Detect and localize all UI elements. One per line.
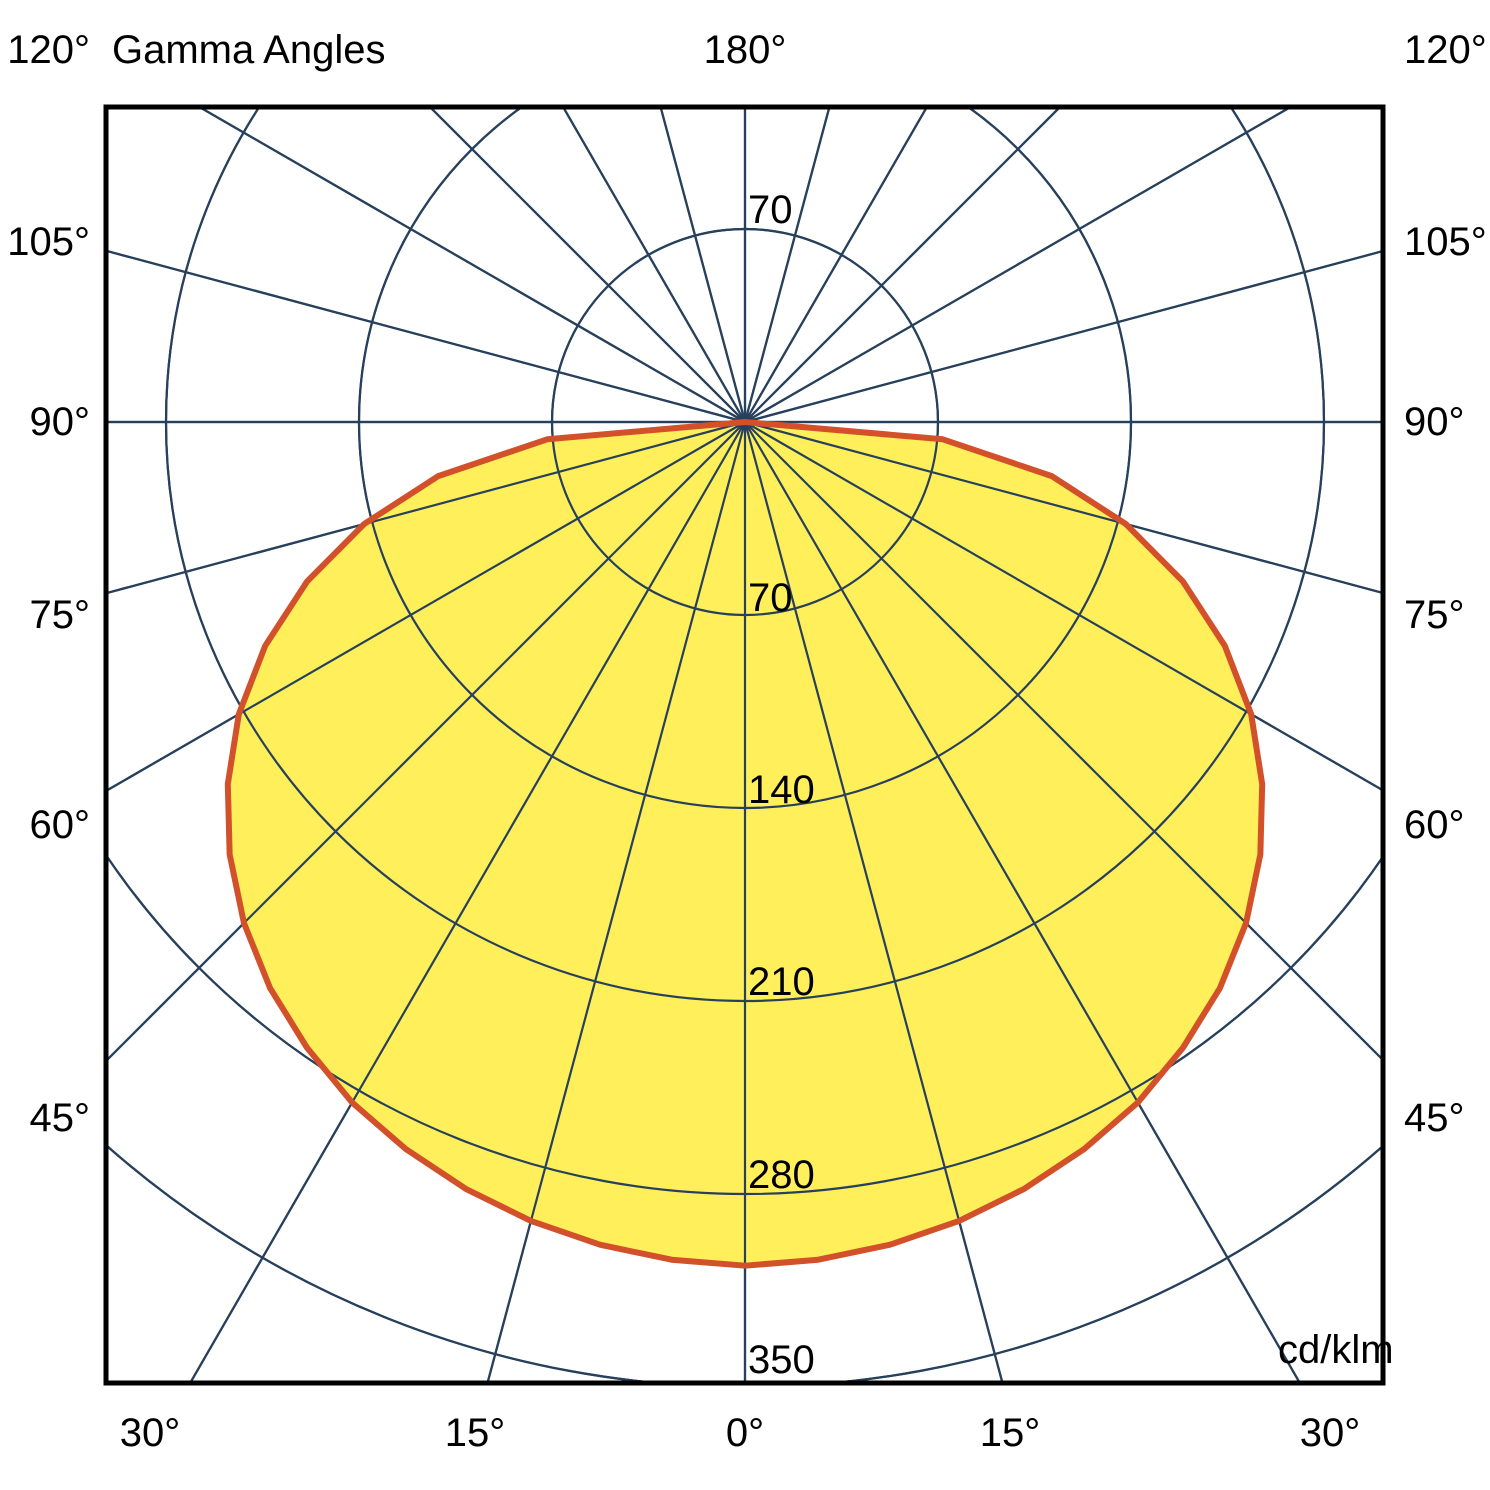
top-left-angle-label: 120° [7, 28, 90, 72]
grid-spoke-over--75 [106, 420, 746, 595]
plot-frame [103, 104, 1386, 1386]
grid-spoke-over--15 [486, 421, 747, 1383]
grid-spoke-over-150 [744, 107, 929, 423]
right-angle-label-105: 105° [1404, 220, 1487, 264]
right-angle-label-60: 60° [1404, 803, 1465, 847]
grid-spoke-over--150 [561, 107, 746, 423]
radial-label-210: 210 [748, 960, 815, 1004]
grid-spoke-over-30 [744, 421, 1302, 1383]
radial-label-70: 70 [748, 576, 793, 620]
left-angle-label-45: 45° [29, 1096, 91, 1140]
bottom-angle-label-0: 0° [725, 1411, 765, 1455]
right-angle-label-75: 75° [1404, 593, 1465, 637]
page-title: Gamma Angles [112, 28, 386, 72]
grid-spoke-over--45 [106, 421, 746, 1063]
grid-spoke-over-45 [744, 421, 1383, 1062]
grid-spoke-over--30 [188, 421, 746, 1383]
right-angle-label-45: 45° [1404, 1096, 1465, 1140]
left-angle-label-60: 60° [29, 803, 91, 847]
radial-label-140: 140 [748, 768, 815, 812]
grid-spoke-over-165 [743, 107, 831, 423]
grid-spoke-over--135 [428, 107, 746, 423]
bottom-angle-label-30-left: 30° [119, 1411, 181, 1455]
top-right-angle-label: 120° [1404, 28, 1487, 72]
left-angle-label-90: 90° [29, 400, 91, 444]
grid-spoke-over--120 [197, 107, 746, 423]
grid-spoke-over-15 [743, 421, 1004, 1383]
grid-spoke-over-120 [744, 107, 1293, 423]
bottom-angle-label-30-right: 30° [1299, 1411, 1361, 1455]
grid-spoke-over--60 [106, 421, 746, 793]
grid-spoke-over-60 [744, 421, 1383, 792]
radial-label-top-70: 70 [748, 188, 793, 232]
left-angle-label-75: 75° [29, 593, 91, 637]
left-angle-label-105: 105° [7, 220, 90, 264]
distribution-curve [224, 419, 1266, 1269]
radial-label-280: 280 [748, 1153, 815, 1197]
top-center-angle-label: 180° [703, 28, 787, 72]
grid-spoke-over--165 [659, 107, 747, 423]
grid-spoke-over--105 [106, 249, 746, 424]
bottom-angle-label-15-right: 15° [979, 1411, 1041, 1455]
grid-spoke-over-75 [744, 420, 1383, 595]
unit-label: cd/klm [1278, 1328, 1394, 1372]
bottom-angle-label-15-left: 15° [444, 1411, 506, 1455]
grid-spoke-over-135 [744, 107, 1062, 423]
right-angle-label-90: 90° [1404, 400, 1465, 444]
radial-label-350: 350 [748, 1338, 815, 1382]
grid-spoke-over-105 [744, 249, 1383, 424]
